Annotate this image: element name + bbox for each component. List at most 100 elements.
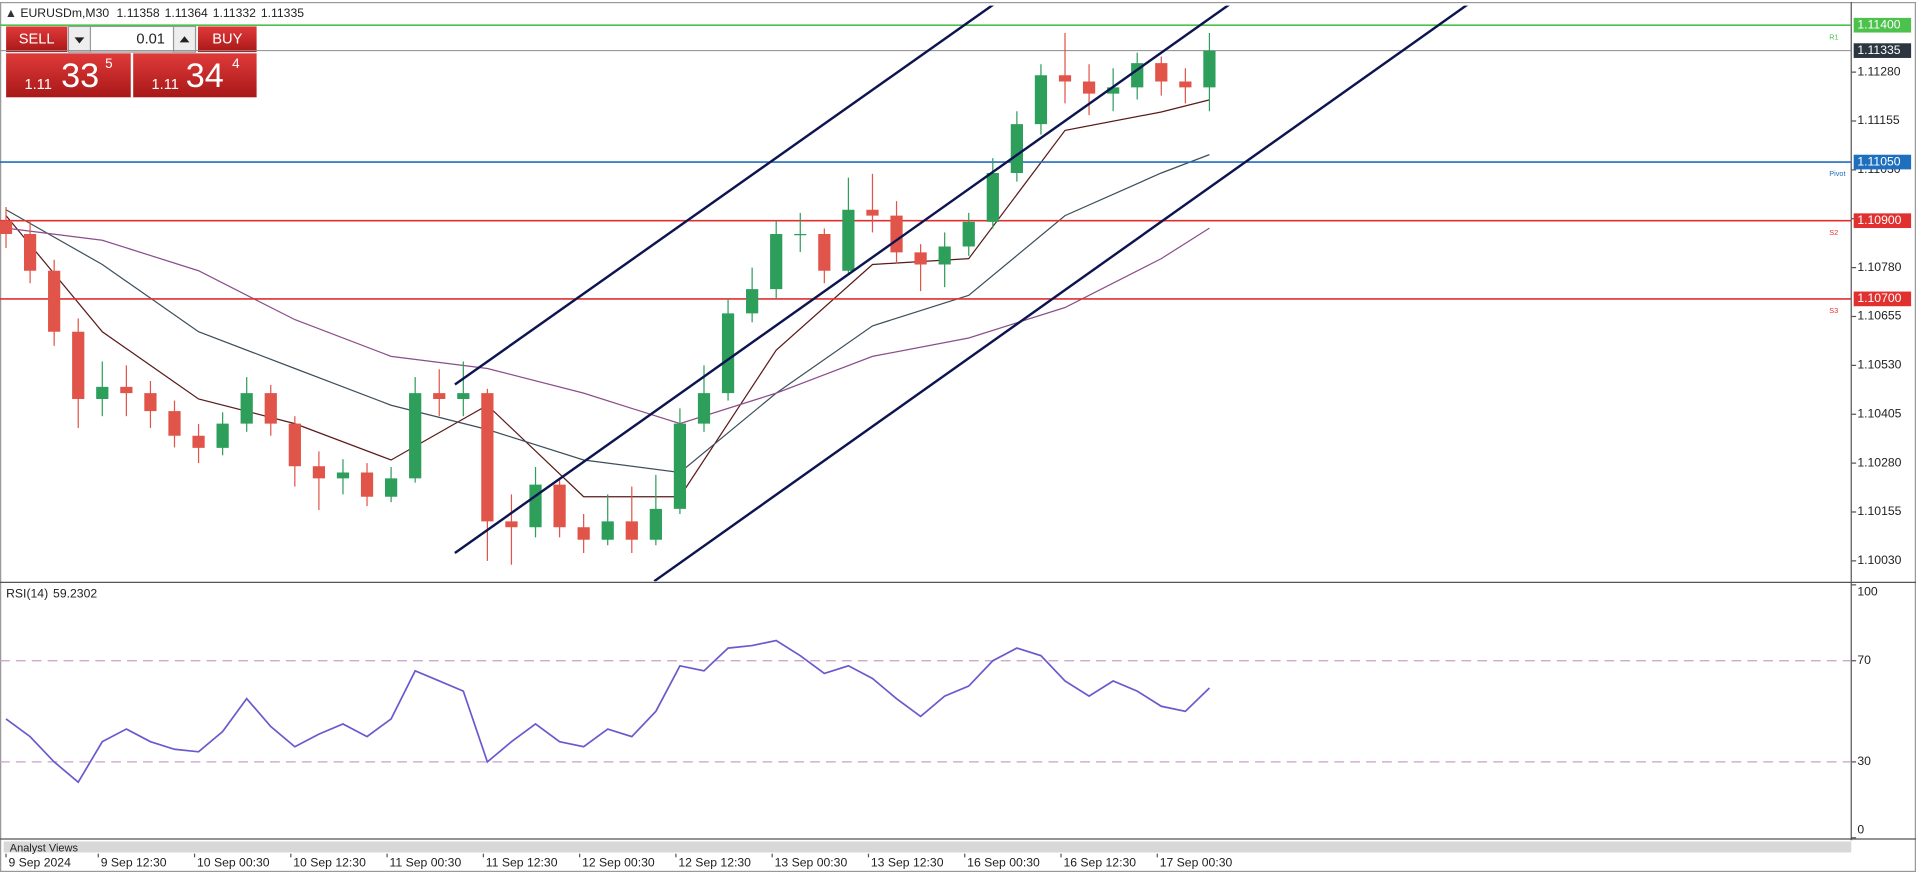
candle-body: [264, 393, 277, 424]
candle-body: [697, 393, 711, 424]
candle-body: [938, 246, 951, 265]
lot-value: 0.01: [136, 32, 165, 48]
current-price-label: 1.11335: [1857, 43, 1900, 57]
candle-body: [890, 215, 903, 253]
candle-body: [986, 172, 999, 222]
trendline: [454, 5, 1230, 555]
y-tick-label: 100: [1857, 584, 1878, 598]
current-price-box: [1853, 43, 1912, 58]
candle-body: [914, 252, 927, 265]
level-box: [1853, 17, 1912, 33]
candle-body: [23, 233, 37, 271]
candle-body: [794, 233, 807, 236]
y-tick-label: 1.11280: [1857, 64, 1900, 78]
level-box: [1853, 154, 1912, 170]
candle-body: [962, 221, 975, 247]
candle-body: [818, 233, 831, 271]
candle-body: [601, 521, 614, 540]
y-tick-label: 1.10530: [1857, 358, 1901, 372]
sell-button[interactable]: [6, 26, 68, 53]
candle-body: [433, 393, 446, 399]
x-tick-label: 16 Sep 12:30: [1063, 856, 1136, 870]
candle-body: [721, 313, 735, 394]
price-small: 5: [105, 56, 112, 71]
candle-body: [746, 289, 759, 314]
candle-body: [1107, 87, 1120, 94]
y-tick-label: 1.10655: [1857, 309, 1901, 323]
candle-body: [673, 423, 687, 509]
candle-body: [577, 527, 590, 540]
level-label: 1.10700: [1857, 291, 1901, 305]
y-tick-label: 1.10780: [1857, 260, 1901, 274]
rsi-line: [5, 639, 1211, 784]
candle-body: [360, 472, 374, 497]
y-tick-label: 1.10405: [1857, 406, 1901, 420]
candle-body: [625, 521, 638, 540]
candle-body: [0, 220, 13, 234]
level-name: R1: [1829, 32, 1838, 41]
candle-body: [216, 423, 229, 448]
x-tick-label: 16 Sep 00:30: [967, 856, 1040, 870]
analyst-bar: [3, 841, 1852, 853]
rsi-title: RSI(14) 59.2302: [6, 587, 97, 601]
candle-body: [505, 521, 518, 528]
candle-body: [192, 435, 205, 448]
x-tick-label: 12 Sep 00:30: [582, 856, 655, 870]
candle-body: [1155, 63, 1168, 82]
level-label: 1.10900: [1857, 213, 1901, 227]
analyst-views: Analyst Views: [10, 843, 79, 855]
candle-body: [168, 411, 181, 436]
sell-price-box[interactable]: [6, 53, 131, 98]
trendline: [454, 5, 994, 386]
candle-body: [48, 270, 61, 332]
x-tick-label: 11 Sep 12:30: [486, 856, 558, 870]
y-tick-label: 1.10155: [1857, 504, 1901, 518]
level-name: S2: [1829, 228, 1838, 237]
moving-average: [5, 154, 1210, 474]
x-tick-label: 10 Sep 00:30: [197, 856, 270, 870]
price-big: 34: [186, 57, 224, 95]
moving-average: [5, 227, 1210, 425]
x-tick-label: 9 Sep 12:30: [101, 856, 167, 870]
price-big: 33: [61, 57, 99, 95]
candle-body: [1058, 75, 1072, 82]
main-panel: [0, 5, 1852, 582]
candle-body: [1082, 81, 1096, 94]
candle-body: [312, 466, 326, 479]
candle-body: [144, 393, 157, 412]
y-tick-label: 30: [1857, 754, 1871, 768]
axes: 1.10030 1.10155 1.10280 1.10405 1.10530 1.106…: [5, 17, 1912, 870]
x-tick-label: 9 Sep 2024: [8, 856, 71, 870]
arrow-down: [74, 37, 85, 44]
candle-body: [336, 472, 350, 479]
trendline: [653, 5, 1469, 582]
sell-label: SELL: [19, 32, 55, 48]
trade-panel: SELL 0.01 BUY 1.11 33 5 1.11 34 4: [6, 25, 257, 98]
buy-price-box[interactable]: [133, 53, 257, 98]
y-tick-label: 1.10030: [1857, 553, 1901, 567]
price-prefix: 1.11: [152, 77, 179, 93]
buy-button[interactable]: [197, 26, 257, 53]
level-name: S3: [1829, 306, 1838, 315]
level-label: 1.11400: [1857, 17, 1900, 31]
x-tick-label: 10 Sep 12:30: [293, 856, 366, 870]
candle-body: [770, 233, 783, 290]
candle-body: [120, 386, 133, 394]
y-tick-label: 0: [1857, 823, 1864, 837]
buy-label: BUY: [212, 32, 242, 48]
candle-body: [384, 478, 398, 497]
x-tick-label: 12 Sep 12:30: [678, 856, 751, 870]
level-label: 1.11050: [1857, 154, 1900, 168]
candle-body: [240, 393, 253, 424]
x-tick-label: 13 Sep 12:30: [871, 856, 944, 870]
candle-body: [553, 484, 566, 528]
candle-body: [1010, 124, 1023, 173]
y-tick-label: 1.11155: [1857, 113, 1900, 127]
x-tick-label: 13 Sep 00:30: [775, 856, 848, 870]
price-small: 4: [232, 56, 240, 71]
candle-body: [96, 386, 109, 399]
rsi-panel: [0, 639, 1852, 784]
x-tick-label: 17 Sep 00:30: [1160, 856, 1233, 870]
